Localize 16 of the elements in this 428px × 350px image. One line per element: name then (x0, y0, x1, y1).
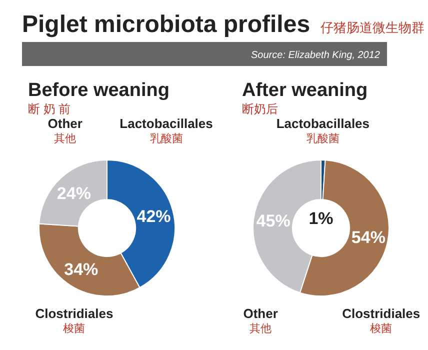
chart-subtitle: After weaning 断奶后 (242, 80, 368, 116)
source-note: Source: Elizabeth King, 2012 (251, 50, 380, 61)
data-label: 54% (351, 228, 386, 248)
data-label: 34% (64, 260, 98, 279)
chart-title: Piglet microbiota profiles 仔猪肠道微生物群 (22, 11, 425, 38)
slice-label: Other 其他 (48, 116, 82, 145)
data-label: 45% (256, 211, 290, 230)
data-label: 42% (136, 206, 171, 226)
slice-label: Lactobacillales 乳酸菌 (120, 116, 213, 145)
data-label: 1% (308, 209, 334, 228)
chart-subtitle: Before weaning 断 奶 前 (28, 80, 170, 116)
slice-label: Other 其他 (243, 306, 278, 335)
slice-label: Clostridiales 梭菌 (35, 306, 114, 335)
slice-label: Lactobacillales 乳酸菌 (276, 116, 370, 145)
data-label: 24% (56, 184, 91, 203)
slice-label: Clostridiales 梭菌 (342, 306, 420, 335)
